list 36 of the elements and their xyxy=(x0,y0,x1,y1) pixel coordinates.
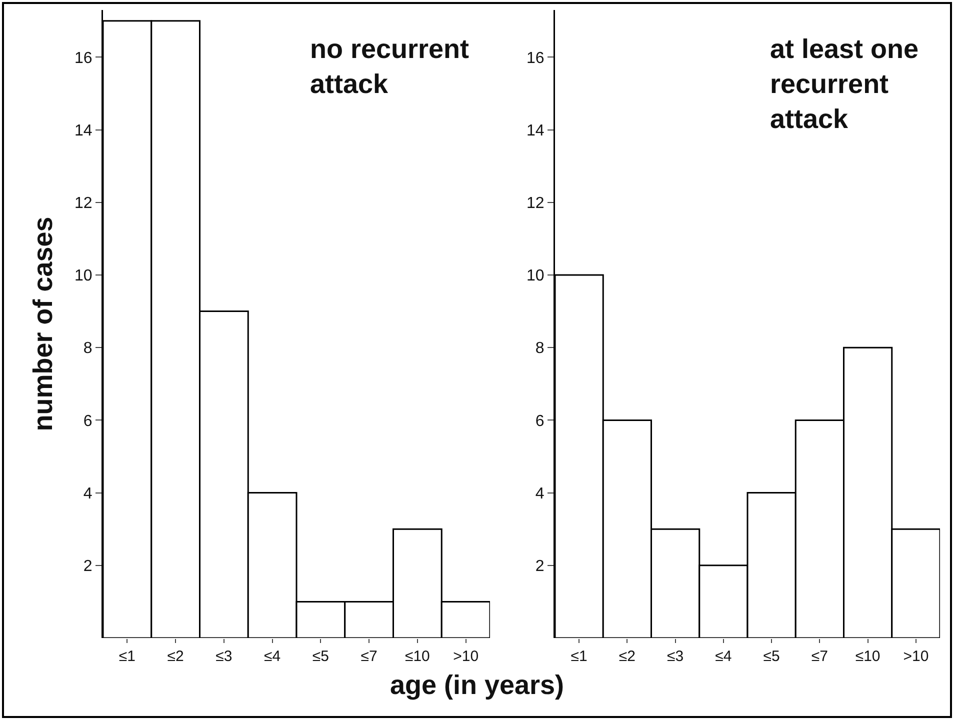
x-tick-label: ≤1 xyxy=(118,648,136,665)
text: at least one recurrent attack xyxy=(770,34,919,134)
text: no recurrent attack xyxy=(310,34,470,100)
y-tick-label: 8 xyxy=(83,340,92,358)
y-tick-label: 6 xyxy=(535,412,544,430)
y-tick-label: 12 xyxy=(526,194,544,212)
x-tick-label: ≤5 xyxy=(763,648,780,665)
y-tick-label: 4 xyxy=(83,485,92,502)
y-tick-label: 6 xyxy=(83,412,92,430)
x-tick-label: >10 xyxy=(903,648,929,665)
x-tick-label: ≤2 xyxy=(618,648,636,665)
y-tick-label: 2 xyxy=(83,558,92,575)
x-tick-label: >10 xyxy=(453,648,479,665)
y-tick-label: 8 xyxy=(535,340,544,358)
x-tick-label: ≤3 xyxy=(216,648,232,665)
y-tick-label: 10 xyxy=(526,268,544,285)
x-tick-label: ≤7 xyxy=(811,648,828,665)
x-tick-label: ≤10 xyxy=(404,648,430,665)
y-tick-label: 14 xyxy=(74,122,92,140)
y-tick-label: 16 xyxy=(526,50,544,67)
y-tick-label: 12 xyxy=(74,194,92,212)
x-tick-label: ≤1 xyxy=(570,648,588,665)
y-tick-label: 2 xyxy=(535,558,544,575)
x-tick-label: ≤7 xyxy=(360,648,378,665)
x-axis-title: age (in years) xyxy=(388,670,566,701)
x-tick-label: ≤4 xyxy=(264,648,281,665)
y-tick-label: 10 xyxy=(74,268,92,285)
y-axis-title: number of cases xyxy=(28,216,58,432)
x-tick-label: ≤2 xyxy=(167,648,184,665)
x-tick-label: ≤4 xyxy=(715,648,732,665)
y-tick-label: 14 xyxy=(526,122,544,140)
y-tick-label: 16 xyxy=(74,50,92,67)
y-tick-label: 4 xyxy=(535,485,544,502)
x-tick-label: ≤3 xyxy=(667,648,684,665)
x-tick-label: ≤10 xyxy=(855,648,880,665)
x-tick-label: ≤5 xyxy=(312,648,329,665)
